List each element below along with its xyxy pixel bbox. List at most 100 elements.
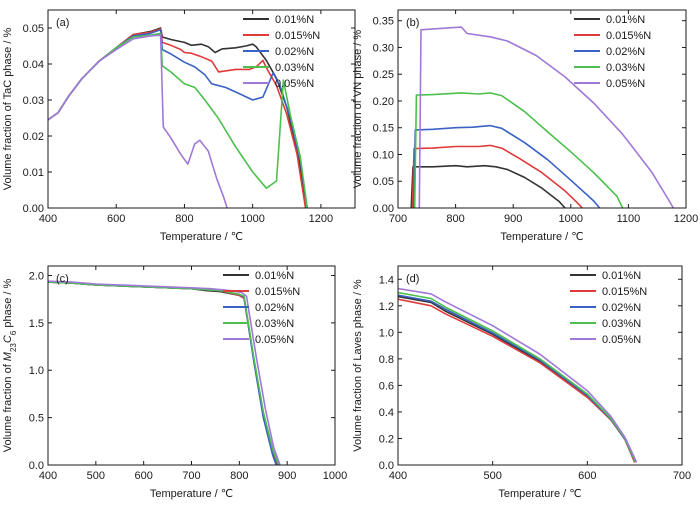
legend-entry-label: 0.02%N xyxy=(275,46,314,58)
y-tick-label: 0.03 xyxy=(23,95,44,107)
legend-entry-label: 0.03%N xyxy=(255,318,294,330)
y-tick-label: 0.05 xyxy=(23,23,44,35)
y-axis-title-part: 6 xyxy=(9,330,18,335)
y-tick-label: 0.4 xyxy=(379,407,394,419)
series-line-1 xyxy=(410,164,566,208)
legend-entry-label: 0.05%N xyxy=(602,334,641,346)
y-tick-label: 0.6 xyxy=(379,380,394,392)
x-tick-label: 500 xyxy=(483,470,501,482)
series-line-1 xyxy=(398,295,636,463)
series-line-1 xyxy=(48,281,279,465)
plot-frame xyxy=(397,265,683,466)
series-group xyxy=(48,27,308,208)
series-line-3 xyxy=(412,124,601,208)
series-line-1 xyxy=(48,27,308,208)
x-tick-label: 1200 xyxy=(309,213,333,225)
y-tick-label: 0.25 xyxy=(373,69,394,81)
legend-entry-label: 0.01%N xyxy=(602,270,641,282)
y-tick-label: 0.00 xyxy=(23,203,44,215)
series-line-5 xyxy=(398,287,638,463)
y-axis-title-part: 23 xyxy=(9,343,18,352)
x-axis-title: Temperature / ℃ xyxy=(498,488,581,500)
panel-label: (b) xyxy=(406,17,419,29)
x-tick-label: 1000 xyxy=(559,213,583,225)
y-axis-title: Volume fraction of VN phase / % xyxy=(352,30,364,189)
series-line-5 xyxy=(418,26,674,208)
chart-panel-3: 400 500 600 700 800 900 1000 0.0 0.5 1.0 1.5 2.0 (c)… xyxy=(2,265,347,500)
series-line-3 xyxy=(398,294,637,463)
series-group xyxy=(398,287,638,463)
x-tick-label: 400 xyxy=(389,470,407,482)
x-tick-label: 500 xyxy=(87,470,105,482)
series-line-2 xyxy=(398,298,636,463)
y-tick-label: 1.2 xyxy=(379,301,394,313)
legend-entry-label: 0.01%N xyxy=(255,270,294,282)
y-tick-label: 1.0 xyxy=(379,327,394,339)
legend-entry-label: 0.01%N xyxy=(606,14,645,26)
series-line-5 xyxy=(48,34,228,208)
legend-entry-label: 0.01%N xyxy=(275,14,314,26)
x-tick-label: 700 xyxy=(182,470,200,482)
x-tick-label: 1100 xyxy=(617,213,641,225)
legend-entry-label: 0.03%N xyxy=(275,62,314,74)
y-tick-label: 0.20 xyxy=(373,96,394,108)
legend-entry-label: 0.02%N xyxy=(602,302,641,314)
y-axis-title-part: M xyxy=(2,351,14,361)
series-group xyxy=(410,26,674,208)
legend-entry-label: 0.03%N xyxy=(606,62,645,74)
y-tick-label: 0.0 xyxy=(29,460,44,472)
y-tick-label: 1.5 xyxy=(29,318,44,330)
y-tick-label: 0.35 xyxy=(373,16,394,28)
legend-entry-label: 0.03%N xyxy=(602,318,641,330)
x-tick-label: 800 xyxy=(230,470,248,482)
y-axis-title: Volume fraction of Laves phase / % xyxy=(352,279,364,452)
y-axis-title-part: Volume fraction of xyxy=(2,361,14,452)
y-tick-label: 0.0 xyxy=(379,460,394,472)
x-axis-title: Temperature / ℃ xyxy=(160,231,243,243)
plot-frame xyxy=(47,9,356,209)
x-tick-label: 400 xyxy=(39,213,57,225)
legend-entry-label: 0.02%N xyxy=(606,46,645,58)
y-tick-label: 0.10 xyxy=(373,149,394,161)
series-line-4 xyxy=(48,32,308,208)
y-tick-label: 0.5 xyxy=(29,413,44,425)
x-tick-label: 400 xyxy=(39,470,57,482)
legend-entry-label: 0.02%N xyxy=(255,302,294,314)
series-line-4 xyxy=(48,281,280,465)
x-tick-label: 600 xyxy=(134,470,152,482)
legend-entry-label: 0.015%N xyxy=(255,286,300,298)
panel-label: (d) xyxy=(406,273,419,285)
series-line-4 xyxy=(398,291,637,463)
y-tick-label: 0.8 xyxy=(379,354,394,366)
chart-panel-1: 400 600 800 1000 1200 0.00 0.01 0.02 0.03 0.04 0.0… xyxy=(2,9,356,243)
x-tick-label: 1000 xyxy=(323,470,347,482)
x-tick-label: 800 xyxy=(446,213,464,225)
y-tick-label: 0.2 xyxy=(379,433,394,445)
chart-panel-4: 400 500 600 700 0.0 0.2 0.4 0.6 0.8 1.0 1.2 1.4 (d) 0… xyxy=(352,265,691,500)
x-tick-label: 900 xyxy=(278,470,296,482)
series-line-3 xyxy=(48,29,308,208)
x-tick-label: 1000 xyxy=(240,213,264,225)
x-axis-title: Temperature / ℃ xyxy=(150,488,233,500)
y-tick-label: 0.01 xyxy=(23,167,44,179)
series-line-2 xyxy=(48,27,307,208)
legend-entry-label: 0.015%N xyxy=(275,30,320,42)
series-line-3 xyxy=(48,281,277,465)
y-tick-label: 1.4 xyxy=(379,274,394,286)
chart-panel-2: 700 800 900 1000 1100 1200 0.00 0.05 0.10 0.15 0.2… xyxy=(352,9,698,243)
x-tick-label: 700 xyxy=(673,470,691,482)
y-axis-title: Volume fraction of TaC phase / % xyxy=(2,28,14,191)
legend-entry-label: 0.05%N xyxy=(255,334,294,346)
legend-entry-label: 0.05%N xyxy=(275,78,314,90)
x-tick-label: 1200 xyxy=(674,213,698,225)
x-tick-label: 600 xyxy=(578,470,596,482)
x-tick-label: 600 xyxy=(107,213,125,225)
y-tick-label: 0.05 xyxy=(373,176,394,188)
plot-frame xyxy=(47,265,336,466)
legend-entry-label: 0.015%N xyxy=(602,286,647,298)
y-tick-label: 0.02 xyxy=(23,131,44,143)
panel-label: (c) xyxy=(56,273,69,285)
series-line-2 xyxy=(48,281,278,465)
y-axis-title-part: phase / % xyxy=(2,279,14,331)
legend-entry-label: 0.015%N xyxy=(606,30,651,42)
